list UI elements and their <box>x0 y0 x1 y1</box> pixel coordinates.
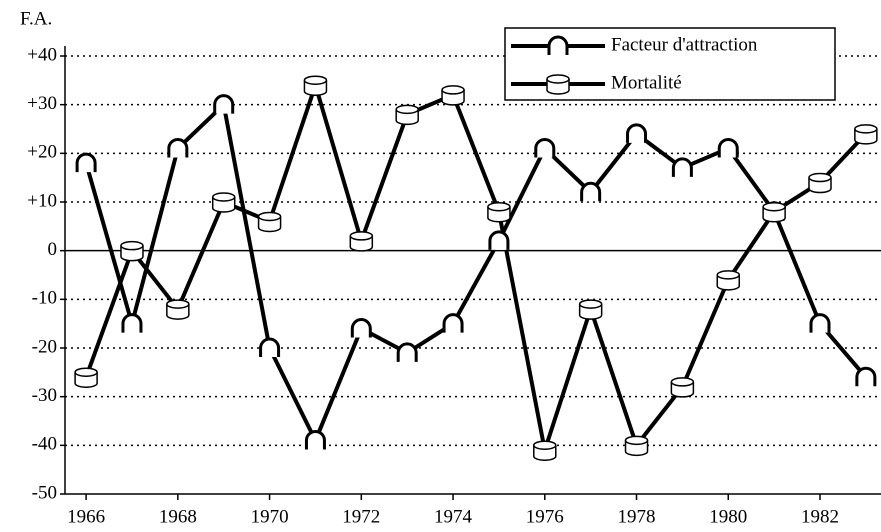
horseshoe-shape <box>488 230 510 250</box>
marker-horseshoe <box>304 429 326 450</box>
marker-cylinder <box>624 435 649 457</box>
y-tick-label: -20 <box>32 336 57 357</box>
y-tick-label: -10 <box>32 288 57 309</box>
cylinder-top <box>395 104 419 115</box>
y-tick-label: +20 <box>27 142 57 163</box>
marker-cylinder <box>546 74 570 95</box>
cylinder-top <box>166 299 190 309</box>
x-tick-label: 1976 <box>526 506 564 527</box>
x-tick-label: 1972 <box>342 506 380 527</box>
marker-horseshoe <box>167 137 189 158</box>
marker-cylinder <box>854 124 878 145</box>
marker-horseshoe <box>121 313 143 333</box>
marker-horseshoe <box>855 366 877 387</box>
horseshoe-shape <box>259 337 281 357</box>
horseshoe-shape <box>396 342 418 362</box>
marker-cylinder <box>762 201 786 223</box>
marker-cylinder <box>166 299 190 320</box>
marker-cylinder <box>303 75 328 96</box>
y-tick-label: -50 <box>32 482 57 503</box>
horseshoe-shape <box>350 318 372 338</box>
horseshoe-shape <box>671 157 693 177</box>
marker-cylinder <box>257 211 282 233</box>
horseshoe-shape <box>213 94 235 114</box>
horseshoe-shape <box>855 366 877 387</box>
marker-horseshoe <box>488 230 510 250</box>
marker-cylinder <box>349 231 374 252</box>
cylinder-top <box>546 74 570 84</box>
cylinder-top <box>716 270 741 280</box>
cylinder-top <box>578 299 603 309</box>
marker-horseshoe <box>809 313 831 333</box>
marker-horseshoe <box>717 137 739 158</box>
cylinder-top <box>533 440 557 450</box>
cylinder-top <box>670 377 695 387</box>
legend-label: Mortalité <box>611 72 682 93</box>
marker-cylinder <box>716 270 741 291</box>
horseshoe-shape <box>809 313 831 333</box>
cylinder-top <box>120 240 144 251</box>
series-line <box>84 83 868 453</box>
marker-horseshoe <box>396 342 418 362</box>
horseshoe-shape <box>534 137 556 158</box>
horseshoe-shape <box>717 137 739 158</box>
marker-horseshoe <box>350 318 372 338</box>
marker-horseshoe <box>75 152 97 173</box>
marker-cylinder <box>441 85 465 106</box>
marker-horseshoe <box>547 35 569 55</box>
x-tick-label: 1980 <box>709 506 747 527</box>
marker-horseshoe <box>671 157 693 177</box>
x-tick-label: 1968 <box>159 506 197 527</box>
cylinder-top <box>349 231 374 241</box>
y-tick-label: +10 <box>27 190 57 211</box>
horseshoe-shape <box>75 152 97 173</box>
marker-horseshoe <box>626 123 648 143</box>
marker-horseshoe <box>534 137 556 158</box>
cylinder-top <box>854 124 878 134</box>
horseshoe-shape <box>121 313 143 333</box>
x-tick-label: 1974 <box>434 506 473 527</box>
marker-cylinder <box>808 172 832 194</box>
cylinder-top <box>303 75 328 85</box>
marker-horseshoe <box>580 181 602 202</box>
x-tick-label: 1970 <box>251 506 289 527</box>
marker-cylinder <box>395 104 419 126</box>
legend-label: Facteur d'attraction <box>611 34 758 55</box>
horseshoe-shape <box>580 181 602 202</box>
y-tick-label: +30 <box>27 93 57 114</box>
marker-cylinder <box>211 192 236 213</box>
cylinder-top <box>487 201 511 212</box>
x-tick-label: 1966 <box>67 506 105 527</box>
y-tick-label: -30 <box>32 385 57 406</box>
cylinder-top <box>808 172 832 183</box>
marker-horseshoe <box>259 337 281 357</box>
marker-cylinder <box>120 240 144 262</box>
marker-cylinder <box>670 377 695 398</box>
cylinder-top <box>441 85 465 95</box>
horseshoe-shape <box>547 35 569 55</box>
y-axis-label: F.A. <box>20 8 52 29</box>
horseshoe-shape <box>626 123 648 143</box>
marker-cylinder <box>578 299 603 320</box>
marker-cylinder <box>533 440 557 461</box>
cylinder-top <box>624 435 649 446</box>
cylinder-top <box>257 211 282 222</box>
marker-cylinder <box>74 367 98 388</box>
marker-horseshoe <box>442 313 464 333</box>
x-tick-label: 1978 <box>618 506 656 527</box>
marker-horseshoe <box>213 94 235 114</box>
y-tick-label: -40 <box>32 434 57 455</box>
cylinder-top <box>762 201 786 212</box>
x-tick-label: 1982 <box>801 506 839 527</box>
horseshoe-shape <box>442 313 464 333</box>
cylinder-top <box>74 367 98 377</box>
cylinder-top <box>211 192 236 202</box>
y-tick-label: 0 <box>48 239 58 260</box>
horseshoe-shape <box>167 137 189 158</box>
marker-cylinder <box>487 201 511 223</box>
y-tick-label: +40 <box>27 44 57 65</box>
horseshoe-shape <box>304 429 326 450</box>
